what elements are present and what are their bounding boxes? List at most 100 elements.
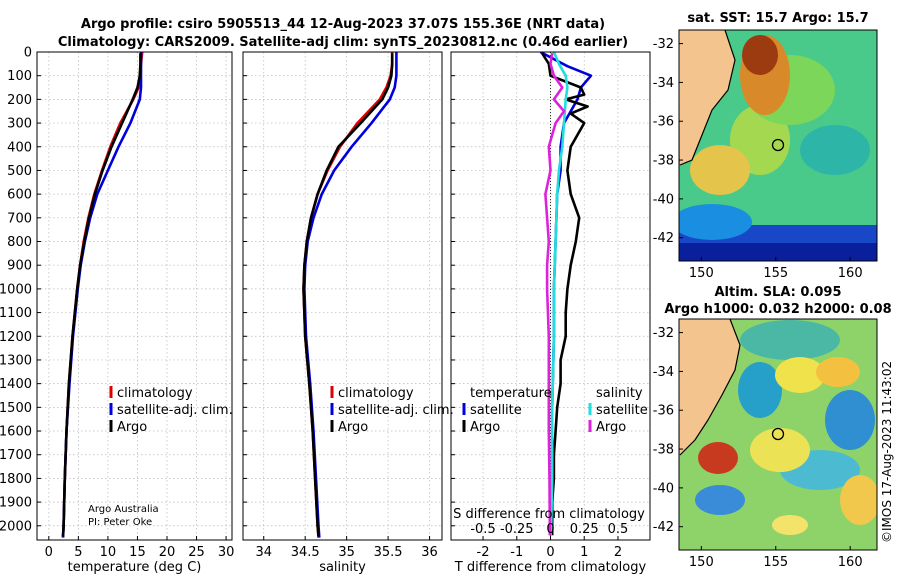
s-tick-label: 0.25 xyxy=(570,522,599,537)
x-axis-label: salinity xyxy=(319,560,366,575)
sst-land xyxy=(679,30,735,165)
x-tick-label: 35 xyxy=(338,545,355,560)
sst-map xyxy=(679,30,877,261)
map-y-tick-label: -32 xyxy=(653,326,674,341)
y-tick-label: 1000 xyxy=(0,282,32,297)
series-line-satellite-adj-clim- xyxy=(61,52,143,538)
y-tick-label: 600 xyxy=(7,188,32,203)
sst-map-title: sat. SST: 15.7 Argo: 15.7 xyxy=(687,11,868,26)
difference-salinity-legend: salinity satellite Argo xyxy=(588,386,648,435)
map-x-tick-label: 155 xyxy=(763,266,788,281)
y-tick-label: 400 xyxy=(7,140,32,155)
x-tick-label: 30 xyxy=(218,545,235,560)
sst-map-frame xyxy=(678,29,878,262)
s-tick-label: -0.25 xyxy=(500,522,534,537)
salinity-difference-axis-label: S difference from climatology xyxy=(453,507,645,522)
x-tick-label: 10 xyxy=(100,545,117,560)
y-tick-label: 500 xyxy=(7,164,32,179)
legend-climatology-label: climatology xyxy=(338,386,414,401)
series-line-salinity-satellite xyxy=(549,52,569,536)
sla-map-frame xyxy=(678,318,878,551)
sst-hottest-patch xyxy=(742,35,778,75)
map-y-tick-label: -36 xyxy=(653,115,674,130)
map-y-tick-label: -32 xyxy=(653,37,674,52)
y-tick-label: 1900 xyxy=(0,496,32,511)
y-tick-label: 900 xyxy=(7,259,32,274)
salinity-panel: 34 34.5 35 35.5 36 salinity xyxy=(242,51,443,575)
difference-panel: -2 -1 0 1 2T difference from climatology xyxy=(450,51,651,575)
y-tick-label: 2000 xyxy=(0,519,32,534)
y-tick-label: 800 xyxy=(7,235,32,250)
y-tick-label: 0 xyxy=(24,46,32,61)
map-x-tick-label: 150 xyxy=(689,555,714,570)
y-tick-label: 1600 xyxy=(0,425,32,440)
imos-stamp: ©IMOS 17-Aug-2023 11:43:02 xyxy=(880,361,894,543)
sla-map-ticks: 150 155 160 -32 -34 -36 -38 -40 -42 xyxy=(653,326,863,570)
figure-title-line1: Argo profile: csiro 5905513_44 12-Aug-20… xyxy=(81,17,605,32)
y-tick-label: 1200 xyxy=(0,330,32,345)
legend-sal-argo-label: Argo xyxy=(596,420,626,435)
salinity-difference-ticks: -0.5 -0.25 0 0.25 0.5 xyxy=(470,522,628,537)
axes-frame xyxy=(36,51,233,541)
series-line-argo xyxy=(302,53,394,537)
y-tick-label: 100 xyxy=(7,69,32,84)
y-tick-label: 1500 xyxy=(0,401,32,416)
series-line-temperature-argo xyxy=(541,52,589,536)
x-tick-label: 35.5 xyxy=(374,545,403,560)
sla-argo-marker xyxy=(771,427,785,441)
series-line-salinity-argo xyxy=(544,52,566,536)
sst-argo-marker xyxy=(771,138,785,152)
series-line-argo xyxy=(61,53,142,537)
legend-argo-label: Argo xyxy=(117,420,147,435)
figure-title-line2: Climatology: CARS2009. Satellite-adj cli… xyxy=(58,35,628,50)
temperature-legend: climatology satellite-adj. clim. Argo xyxy=(109,386,233,435)
x-tick-label: 1 xyxy=(580,545,588,560)
credit-org: Argo Australia xyxy=(88,504,159,515)
legend-argo-label: Argo xyxy=(338,420,368,435)
x-tick-label: 25 xyxy=(188,545,205,560)
axes-frame xyxy=(242,51,443,541)
salinity-legend: climatology satellite-adj. clim. Argo xyxy=(330,386,454,435)
sla-map xyxy=(679,319,877,550)
x-tick-label: 20 xyxy=(159,545,176,560)
sla-peak-patch xyxy=(698,442,738,474)
sst-coldest-band xyxy=(679,243,877,261)
sla-low-patch xyxy=(695,485,745,515)
map-x-tick-label: 160 xyxy=(838,266,863,281)
map-y-tick-label: -40 xyxy=(653,481,674,496)
map-y-tick-label: -34 xyxy=(653,365,674,380)
legend-sal-satellite-label: satellite xyxy=(596,403,648,418)
sla-map-title: Altim. SLA: 0.095 xyxy=(715,285,842,300)
sla-high-patch xyxy=(750,428,810,472)
difference-temperature-legend: temperature satellite Argo xyxy=(462,386,552,435)
sla-high-patch xyxy=(840,475,877,525)
sst-mid-patch xyxy=(800,125,870,175)
map-y-tick-label: -36 xyxy=(653,404,674,419)
s-tick-label: 0.5 xyxy=(608,522,629,537)
x-tick-label: -2 xyxy=(477,545,490,560)
y-tick-label: 300 xyxy=(7,117,32,132)
map-y-tick-label: -38 xyxy=(653,443,674,458)
legend-satellite-label: satellite-adj. clim. xyxy=(338,403,454,418)
map-y-tick-label: -40 xyxy=(653,192,674,207)
series-line-climatology xyxy=(302,52,394,538)
x-tick-label: 34 xyxy=(255,545,272,560)
map-x-tick-label: 150 xyxy=(689,266,714,281)
series-group xyxy=(61,52,144,538)
y-tick-label: 200 xyxy=(7,93,32,108)
legend-temp-argo-label: Argo xyxy=(470,420,500,435)
map-y-tick-label: -42 xyxy=(653,520,674,535)
y-tick-label: 1700 xyxy=(0,448,32,463)
credit-pi: PI: Peter Oke xyxy=(88,517,152,528)
sst-map-ticks: 150 155 160 -32 -34 -36 -38 -40 -42 xyxy=(653,37,863,281)
y-tick-label: 1100 xyxy=(0,306,32,321)
series-group xyxy=(539,52,593,536)
legend-satellite-label: satellite-adj. clim. xyxy=(117,403,233,418)
sla-high-patch xyxy=(772,515,808,535)
legend-temperature-heading: temperature xyxy=(470,386,552,401)
sla-high-patch xyxy=(775,357,825,393)
y-tick-label: 1800 xyxy=(0,472,32,487)
y-tick-label: 1400 xyxy=(0,377,32,392)
y-tick-label: 700 xyxy=(7,211,32,226)
x-tick-label: 36 xyxy=(421,545,438,560)
